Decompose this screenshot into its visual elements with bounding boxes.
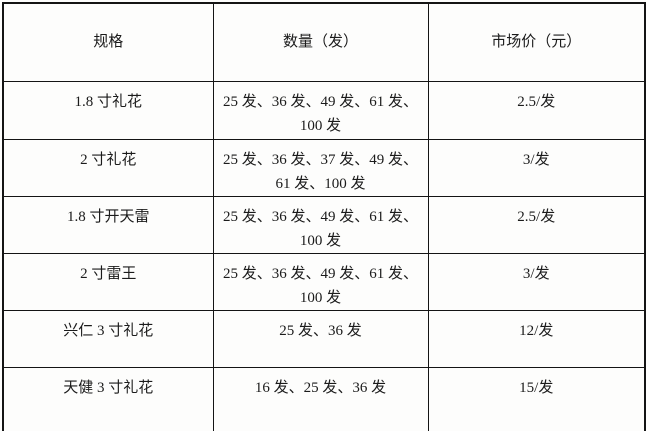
cell-quantity: 25 发、36 发、49 发、61 发、100 发	[212, 195, 429, 254]
cell-spec: 2 寸雷王	[2, 252, 214, 311]
table-row: 天健 3 寸礼花 16 发、25 发、36 发 15/发	[2, 366, 646, 431]
cell-spec: 天健 3 寸礼花	[2, 366, 214, 431]
table-row: 兴仁 3 寸礼花 25 发、36 发 12/发	[2, 309, 646, 368]
table-row: 1.8 寸开天雷 25 发、36 发、49 发、61 发、100 发 2.5/发	[2, 195, 646, 254]
table-row: 2 寸礼花 25 发、36 发、37 发、49 发、61 发、100 发 3/发	[2, 138, 646, 197]
column-header-price: 市场价（元）	[427, 2, 646, 82]
cell-spec: 1.8 寸礼花	[2, 80, 214, 140]
cell-price: 2.5/发	[427, 195, 646, 254]
cell-quantity: 25 发、36 发	[212, 309, 429, 368]
column-header-quantity: 数量（发）	[212, 2, 429, 82]
table-header-row: 规格 数量（发） 市场价（元）	[2, 2, 646, 82]
cell-price: 15/发	[427, 366, 646, 431]
cell-price: 12/发	[427, 309, 646, 368]
cell-price: 3/发	[427, 252, 646, 311]
cell-price: 2.5/发	[427, 80, 646, 140]
cell-quantity: 25 发、36 发、49 发、61 发、100 发	[212, 252, 429, 311]
cell-quantity: 25 发、36 发、37 发、49 发、61 发、100 发	[212, 138, 429, 197]
cell-spec: 兴仁 3 寸礼花	[2, 309, 214, 368]
cell-spec: 2 寸礼花	[2, 138, 214, 197]
table-row: 2 寸雷王 25 发、36 发、49 发、61 发、100 发 3/发	[2, 252, 646, 311]
cell-quantity: 25 发、36 发、49 发、61 发、100 发	[212, 80, 429, 140]
cell-price: 3/发	[427, 138, 646, 197]
cell-quantity: 16 发、25 发、36 发	[212, 366, 429, 431]
column-header-spec: 规格	[2, 2, 214, 82]
cell-spec: 1.8 寸开天雷	[2, 195, 214, 254]
table-row: 1.8 寸礼花 25 发、36 发、49 发、61 发、100 发 2.5/发	[2, 80, 646, 140]
